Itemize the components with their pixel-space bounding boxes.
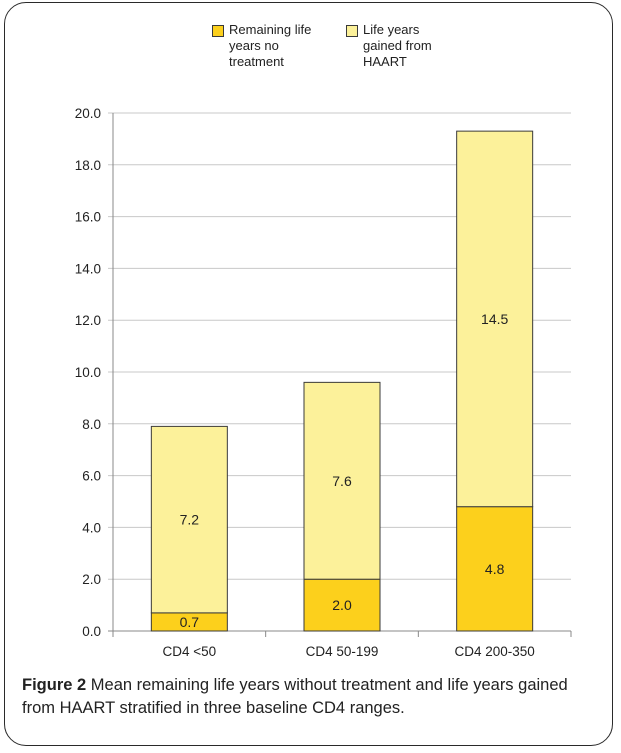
bar-value-label: 0.7 [180,614,200,630]
y-tick-label: 20.0 [75,106,101,121]
bar-value-label: 4.8 [485,561,505,577]
x-tick-label: CD4 <50 [162,644,216,659]
y-tick-label: 6.0 [82,469,101,484]
bar-value-label: 14.5 [481,311,508,327]
bar-value-label: 2.0 [332,597,352,613]
stacked-bar-chart: 0.0 2.0 4.0 6.0 8.0 10.0 12.0 14.0 16.0 18.0 20.0 0… [75,106,572,659]
caption-text: Mean remaining life years without treatm… [22,676,568,717]
legend-swatch-remaining [212,25,224,37]
y-tick-label: 4.0 [82,520,101,535]
figure-label: Figure 2 [22,676,87,694]
legend-label-gained: Life years gained from HAART [363,22,432,69]
figure-caption: Figure 2 Mean remaining life years witho… [22,674,602,720]
bar-segment [456,130,534,508]
y-tick-label: 18.0 [75,158,101,173]
bar-segment [150,425,228,614]
legend-label-remaining: Remaining life years no treatment [229,22,312,69]
caption-period: . [400,699,405,717]
y-tick-label: 8.0 [82,417,101,432]
bar-value-label: 7.6 [332,473,352,489]
legend-swatch-gained [346,25,358,37]
bar-value-label: 7.2 [180,512,200,528]
y-tick-label: 2.0 [82,572,101,587]
y-tick-label: 14.0 [75,261,101,276]
bar-segment [303,381,381,580]
legend-item-remaining: Remaining life years no treatment [212,22,321,70]
x-tick-label: CD4 200-350 [455,644,535,659]
x-tick-label: CD4 50-199 [306,644,379,659]
bar-segment [456,506,534,632]
y-tick-label: 16.0 [75,210,101,225]
y-tick-label: 12.0 [75,313,101,328]
y-tick-label: 0.0 [82,624,101,639]
bar-segment [303,578,381,632]
legend-item-gained: Life years gained from HAART [346,22,455,70]
y-tick-label: 10.0 [75,365,101,380]
